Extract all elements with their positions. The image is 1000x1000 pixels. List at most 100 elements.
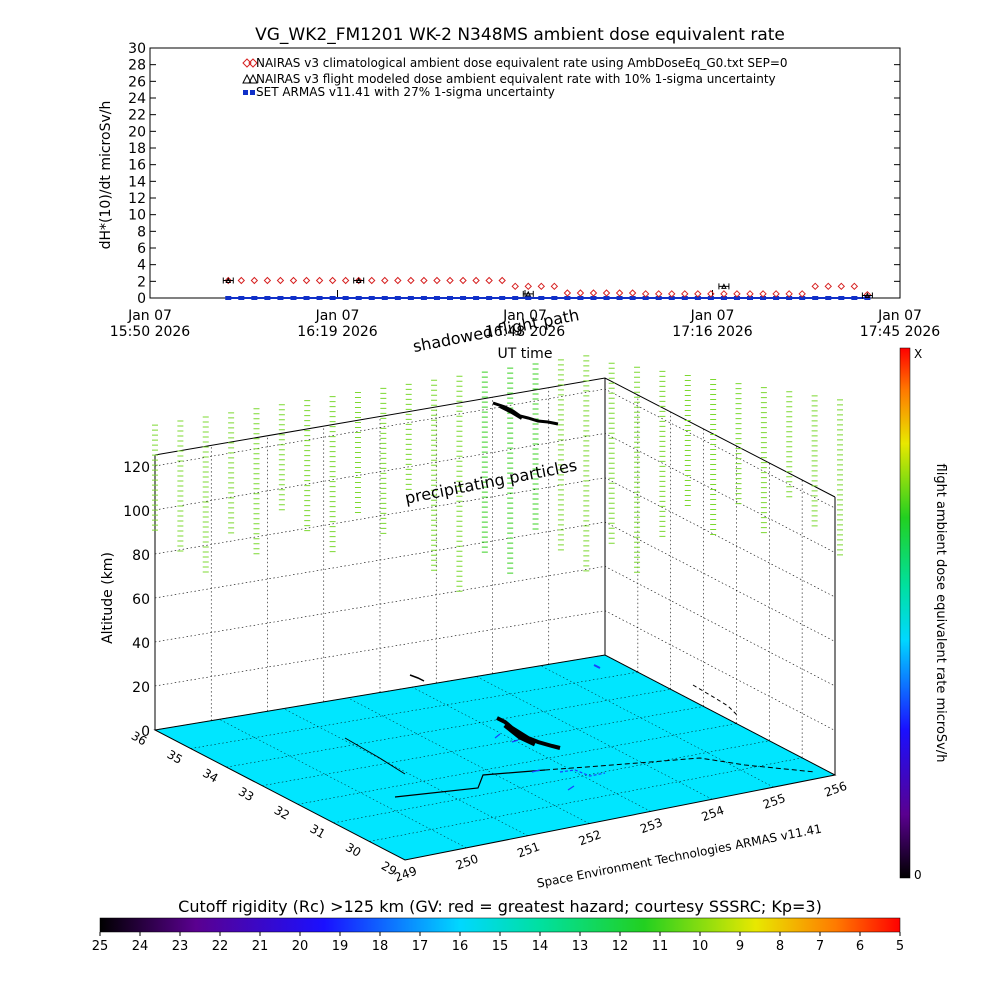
x-tick-label-date: Jan 07 (127, 308, 172, 324)
longitude-tick-label: 251 (515, 839, 541, 860)
longitude-tick-label: 254 (700, 803, 726, 824)
dose-colorbar: X 0 flight ambient dose equivalent rate … (899, 347, 948, 882)
latitude-tick-label: 29 (379, 859, 399, 879)
latitude-tick-label: 33 (236, 784, 256, 804)
nairas-clim-point (576, 289, 585, 297)
dose-colorbar-bottom-label: 0 (914, 868, 922, 882)
rigidity-tick-label: 14 (532, 939, 549, 954)
rigidity-tick-label: 5 (896, 939, 904, 954)
legend-label-nairas-flight: NAIRAS v3 flight modeled dose ambient eq… (256, 72, 776, 86)
x-tick-label-time: 15:50 2026 (110, 324, 191, 340)
nairas-clim-point (628, 289, 637, 297)
rigidity-tick-label: 12 (612, 939, 629, 954)
nairas-clim-point (341, 276, 350, 285)
altitude-tick-label: 100 (123, 504, 150, 520)
nairas-clim-point (407, 276, 415, 285)
nairas-clim-point (641, 290, 650, 298)
ground-lon-gridline (283, 708, 528, 836)
latitude-tick-label: 30 (343, 840, 363, 860)
latitude-tick-label: 34 (200, 766, 220, 786)
x-tick-label-date: Jan 07 (877, 308, 922, 324)
nairas-clim-point (615, 289, 624, 297)
nairas-flight-errorbar (861, 292, 873, 299)
longitude-tick-label: 252 (577, 827, 603, 848)
altitude-tick-label: 20 (132, 680, 150, 696)
rigidity-tick-label: 17 (412, 939, 429, 954)
nairas-clim-point (759, 290, 767, 298)
latitude-tick-label: 31 (307, 822, 327, 842)
nairas-clim-point (720, 290, 728, 298)
nairas-clim-point (381, 276, 389, 285)
nairas-clim-point (589, 289, 598, 297)
rigidity-colorbar-title: Cutoff rigidity (Rc) >125 km (GV: red = … (178, 897, 822, 916)
nairas-clim-point (459, 276, 467, 285)
ground-grid (190, 665, 803, 849)
nairas-clim-point (511, 282, 519, 291)
nairas-clim-point (524, 282, 532, 291)
rigidity-tick-label: 11 (652, 939, 669, 954)
rigidity-tick-label: 25 (92, 939, 109, 954)
scene-3d: 0 20 40 60 80 100 120 Altitude (km) 36 35 34 33 32… (100, 305, 849, 890)
ground-blue-marks (494, 664, 606, 791)
ground-plane (153, 654, 837, 861)
legend-label-nairas-clim: NAIRAS v3 climatological ambient dose eq… (256, 56, 788, 70)
altitude-gridline (154, 433, 836, 553)
nairas-clim-point (224, 276, 232, 285)
y-tick-label: 28 (128, 58, 146, 74)
nairas-clim-point (668, 290, 676, 298)
legend-marker-armas (243, 90, 255, 95)
y-tick-label: 18 (128, 141, 146, 157)
ground-lon-gridline (476, 676, 713, 800)
nairas-clim-point (498, 276, 506, 285)
rigidity-colorbar-ticks: 25 24 23 22 21 20 19 18 17 16 15 14 13 12 11 10 9 8 7 6 5 (92, 932, 904, 954)
timeseries-series (222, 276, 873, 300)
rigidity-tick-label: 22 (212, 939, 229, 954)
nairas-clim-point (850, 282, 859, 291)
x-tick-label-date: Jan 07 (690, 308, 735, 324)
nairas-clim-point (746, 290, 754, 298)
y-tick-label: 22 (128, 108, 146, 124)
rigidity-tick-label: 9 (736, 939, 744, 954)
nairas-clim-point (276, 276, 285, 285)
precipitating-particles-label: precipitating particles (403, 456, 578, 508)
nairas-flight-point (225, 277, 232, 283)
nairas-clim-point (694, 290, 702, 298)
nairas-clim-point (798, 290, 806, 298)
latitude-axis: 36 35 34 33 32 31 30 29 (129, 729, 399, 879)
dose-colorbar-title: flight ambient dose equivalent rate micr… (933, 464, 948, 763)
rigidity-colorbar: Cutoff rigidity (Rc) >125 km (GV: red = … (92, 897, 904, 954)
altitude-tick-label: 60 (132, 592, 150, 608)
altitude-axis-label: Altitude (km) (100, 552, 116, 644)
latitude-tick-label: 32 (272, 803, 292, 823)
nairas-clim-point (446, 276, 454, 285)
nairas-clim-point (485, 276, 493, 285)
nairas-clim-point (602, 289, 611, 297)
rigidity-tick-label: 23 (172, 939, 189, 954)
legend-label-armas: SET ARMAS v11.41 with 27% 1-sigma uncert… (256, 85, 555, 99)
altitude-tick-label: 80 (132, 548, 150, 564)
longitude-tick-label: 253 (638, 815, 664, 836)
y-tick-label: 0 (137, 291, 146, 307)
y-tick-label: 10 (128, 208, 146, 224)
nairas-clim-point (368, 276, 376, 285)
nairas-clim-point (837, 282, 846, 291)
nairas-clim-point (315, 276, 324, 285)
x-tick-label-time: 16:19 2026 (297, 324, 378, 340)
altitude-gridline (154, 477, 836, 598)
nairas-clim-point (250, 276, 259, 285)
altitude-tick-label: 120 (123, 460, 150, 476)
rigidity-tick-label: 10 (692, 939, 709, 954)
nairas-clim-point (824, 282, 832, 291)
ground-lon-gridline (412, 686, 651, 812)
altitude-tick-label: 40 (132, 636, 150, 652)
dose-colorbar-gradient (899, 347, 911, 879)
y-tick-label: 2 (137, 274, 146, 290)
altitude-axis: 0 20 40 60 80 100 120 (123, 460, 150, 740)
nairas-clim-point (433, 276, 441, 285)
nairas-clim-point (563, 289, 572, 297)
y-tick-label: 24 (128, 91, 146, 107)
flight-track-upper (492, 401, 559, 426)
nairas-clim-point (654, 290, 663, 298)
